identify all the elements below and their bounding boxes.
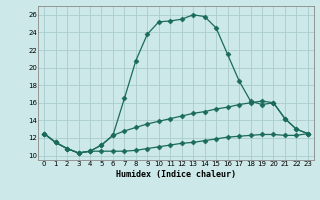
X-axis label: Humidex (Indice chaleur): Humidex (Indice chaleur) xyxy=(116,170,236,179)
